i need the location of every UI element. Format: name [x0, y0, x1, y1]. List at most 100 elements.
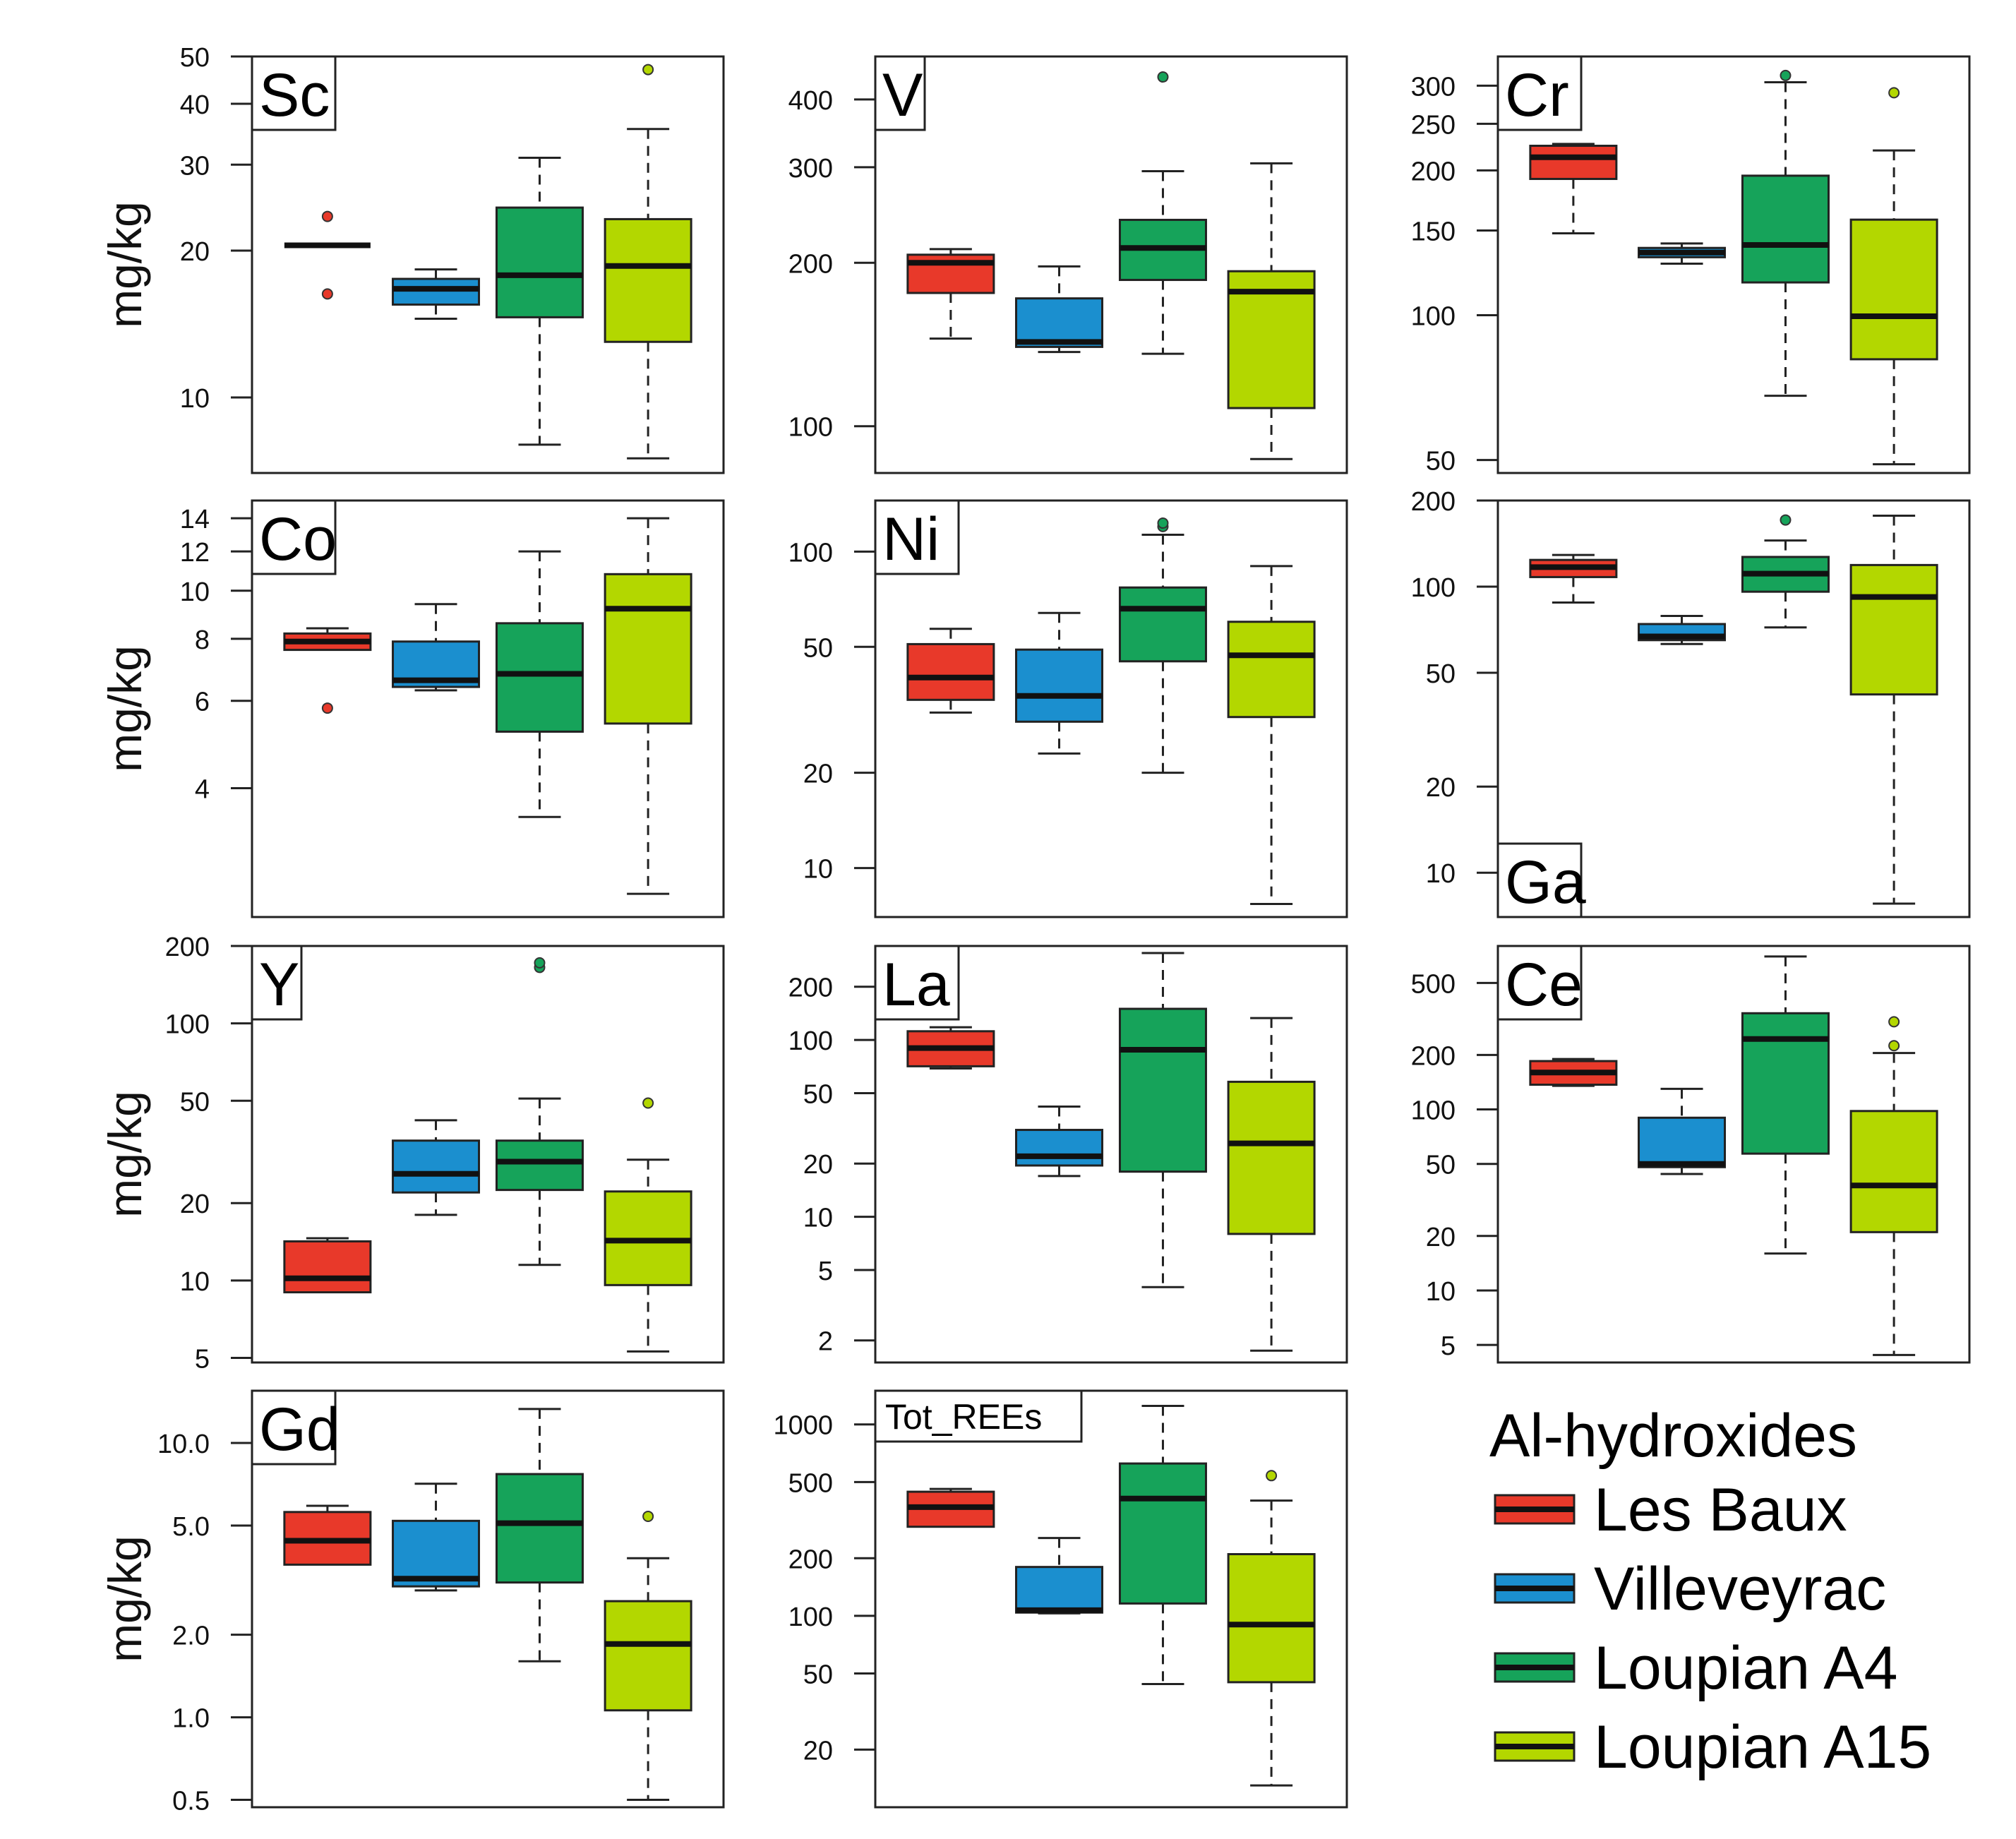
box-villeveyrac — [392, 603, 481, 692]
panel-frame — [251, 945, 725, 1364]
y-tick-label: 1000 — [773, 1411, 833, 1441]
panel-frame — [874, 1389, 1348, 1809]
y-tick-label: 0.5 — [172, 1787, 210, 1816]
panel-title-box — [874, 55, 926, 131]
panel-y: 5 10 20 50 100 200 mg/kg Y — [99, 933, 725, 1374]
y-tick-label: 100 — [788, 1026, 833, 1056]
y-tick-label: 50 — [180, 43, 210, 73]
y-tick-label: 150 — [1411, 217, 1456, 247]
box-villeveyrac — [1015, 1106, 1104, 1178]
panel-title-box — [251, 499, 337, 575]
box-les-baux — [283, 1504, 372, 1566]
panel-frame — [874, 55, 1348, 474]
box-villeveyrac — [1638, 1087, 1727, 1175]
panel-ni: 10 20 50 100 Ni — [788, 499, 1348, 918]
y-tick-label: 5.0 — [172, 1512, 210, 1542]
panel-ce: 5 10 20 50 100 200 500 Ce — [1411, 945, 1971, 1364]
y-tick-label: 200 — [165, 933, 210, 962]
box-les-baux — [906, 628, 995, 714]
box-loupian-a15 — [1849, 87, 1938, 466]
box-loupian-a4 — [1118, 517, 1207, 774]
panel-v: 100 200 300 400 V — [788, 55, 1348, 474]
panel-title: Y — [259, 951, 299, 1019]
box-les-baux — [906, 1487, 995, 1528]
iqr-box — [1529, 145, 1618, 180]
outlier-point — [534, 957, 546, 969]
panel-frame — [1496, 499, 1971, 918]
panel-tot-rees: 20 50 100 200 500 1000 Tot_REEs — [773, 1389, 1348, 1809]
outlier-point — [1888, 1016, 1900, 1028]
iqr-box — [1849, 563, 1938, 696]
panel-title: Sc — [259, 61, 330, 129]
y-tick-label: 100 — [165, 1010, 210, 1040]
y-axis-label: mg/kg — [99, 201, 151, 328]
legend-label: Les Baux — [1594, 1476, 1847, 1544]
panel-gd: 0.5 1.0 2.0 5.0 10.0 mg/kg Gd — [99, 1389, 725, 1816]
iqr-box — [283, 1240, 372, 1294]
outlier-point — [642, 64, 654, 76]
box-les-baux — [283, 627, 372, 714]
box-les-baux — [284, 210, 371, 300]
panel-title: Ni — [882, 505, 940, 573]
y-tick-label: 40 — [180, 90, 210, 120]
y-tick-label: 100 — [1411, 302, 1456, 332]
iqr-box — [495, 206, 584, 318]
outlier-point — [642, 1510, 654, 1522]
y-tick-label: 8 — [195, 625, 210, 655]
panel-title-box — [874, 499, 960, 575]
panel-title-box — [251, 945, 303, 1021]
panel-title-box — [1496, 55, 1583, 131]
y-tick-label: 50 — [1426, 659, 1456, 689]
y-tick-label: 250 — [1411, 110, 1456, 140]
panel-frame — [874, 499, 1348, 918]
y-tick-label: 20 — [180, 1190, 210, 1219]
iqr-box — [392, 277, 481, 306]
box-loupian-a4 — [1741, 514, 1830, 629]
outlier-point — [321, 702, 333, 714]
panel-co: 4 6 8 10 12 14 mg/kg Co — [99, 499, 725, 918]
panel-ga: 10 20 50 100 200 Ga — [1411, 487, 1971, 918]
y-tick-label: 5 — [818, 1257, 833, 1286]
y-tick-label: 20 — [803, 1150, 833, 1180]
box-loupian-a4 — [1118, 1404, 1207, 1686]
y-tick-label: 10 — [180, 577, 210, 607]
box-loupian-a4 — [495, 156, 584, 446]
panel-title: Ga — [1505, 849, 1586, 916]
y-tick-label: 20 — [803, 1736, 833, 1766]
panel-title: Tot_REEs — [885, 1397, 1042, 1437]
legend-item-villeveyrac: Villeveyrac — [1494, 1555, 1886, 1623]
box-loupian-a4 — [495, 550, 584, 818]
legend-label: Loupian A4 — [1594, 1634, 1897, 1702]
panel-title: Ce — [1505, 951, 1583, 1019]
iqr-box — [495, 1139, 584, 1192]
y-tick-label: 50 — [803, 633, 833, 663]
iqr-box — [1849, 1110, 1938, 1233]
iqr-box — [604, 573, 692, 725]
y-tick-label: 10 — [1426, 859, 1456, 889]
legend-item-loupian-a15: Loupian A15 — [1494, 1713, 1931, 1781]
panel-title: V — [882, 61, 923, 129]
box-villeveyrac — [1015, 611, 1104, 755]
legend-item-les-baux: Les Baux — [1494, 1476, 1847, 1544]
y-tick-label: 100 — [788, 538, 833, 568]
y-tick-label: 10 — [803, 1204, 833, 1233]
outlier-point — [1780, 514, 1792, 526]
panel-frame — [874, 945, 1348, 1364]
y-tick-label: 10 — [803, 855, 833, 885]
iqr-box — [1118, 1462, 1207, 1605]
box-les-baux — [906, 1026, 995, 1070]
panel-title-box — [874, 1389, 1083, 1443]
box-loupian-a15 — [604, 1097, 692, 1353]
y-tick-label: 100 — [788, 1603, 833, 1632]
box-villeveyrac — [392, 1119, 481, 1216]
box-les-baux — [906, 248, 995, 340]
outlier-point — [1157, 71, 1169, 83]
y-tick-label: 5 — [195, 1345, 210, 1374]
panel-title-box — [251, 1389, 337, 1466]
box-loupian-a15 — [1227, 1470, 1316, 1787]
y-tick-label: 200 — [1411, 487, 1456, 517]
y-tick-label: 10.0 — [157, 1430, 210, 1459]
outlier-point — [642, 1097, 654, 1109]
panel-frame — [251, 1389, 725, 1809]
y-tick-label: 12 — [180, 538, 210, 568]
